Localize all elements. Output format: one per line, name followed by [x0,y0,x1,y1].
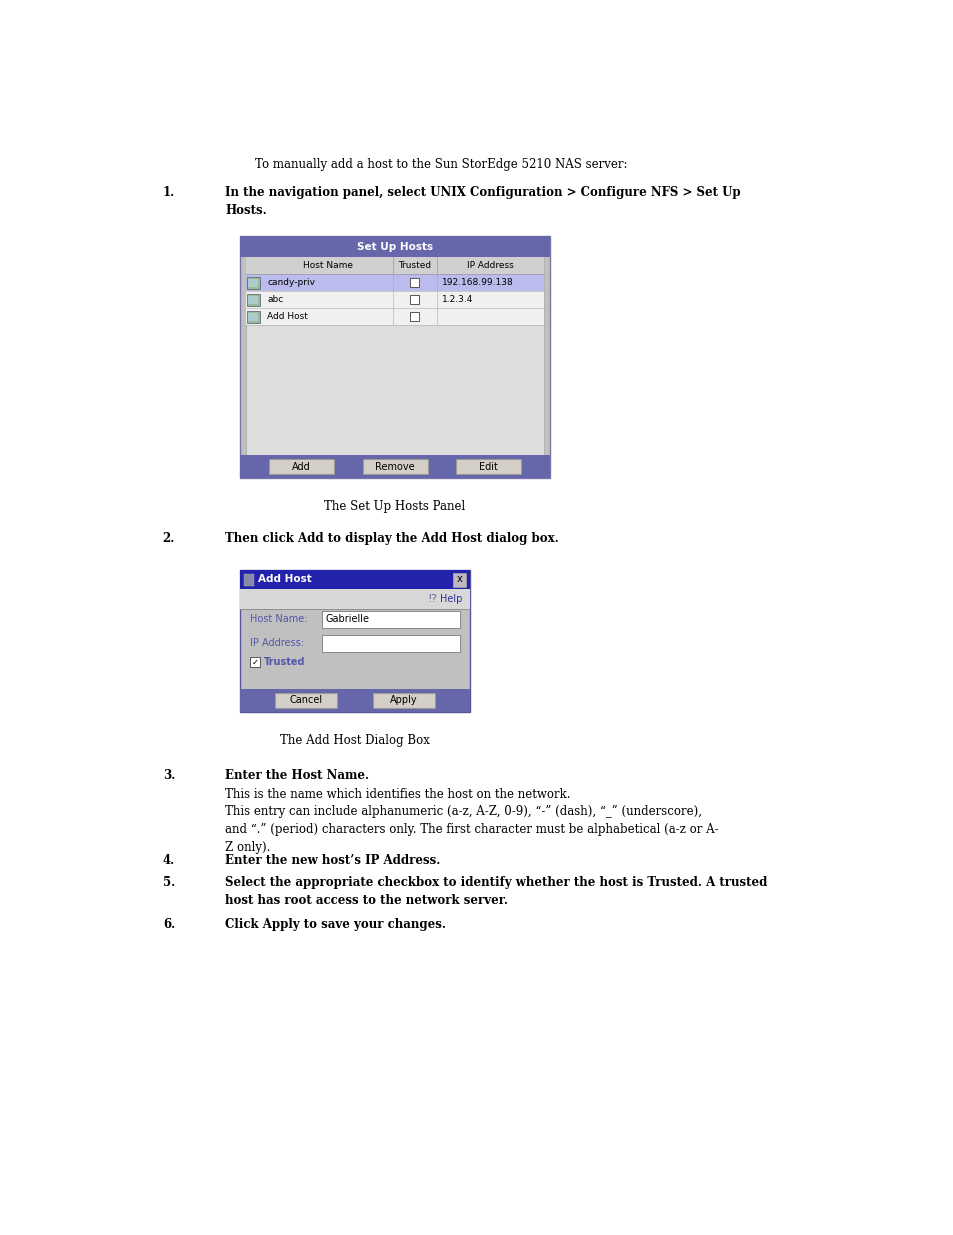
Bar [250,657,260,667]
Bar [246,274,543,291]
Text: The Add Host Dialog Box: The Add Host Dialog Box [280,734,430,747]
Bar [269,459,334,474]
Text: Add: Add [292,462,311,472]
Text: 2.: 2. [162,532,174,545]
Text: ✓: ✓ [252,657,258,667]
Text: Help: Help [439,594,462,604]
Bar [373,693,435,708]
Text: ⁉: ⁉ [428,594,436,604]
Bar [248,312,257,321]
Text: Host Name: Host Name [303,261,353,270]
Text: Then click Add to display the Add Host dialog box.: Then click Add to display the Add Host d… [225,532,558,545]
Text: IP Address:: IP Address: [250,638,304,648]
Bar [410,295,418,304]
Bar [322,610,459,627]
Bar [322,635,459,652]
Text: Edit: Edit [478,462,497,472]
Text: This is the name which identifies the host on the network.
This entry can includ: This is the name which identifies the ho… [225,788,718,853]
Bar [410,312,418,321]
Text: Select the appropriate checkbox to identify whether the host is Trusted. A trust: Select the appropriate checkbox to ident… [225,876,766,906]
Text: 1.: 1. [163,186,174,199]
Bar [247,311,260,324]
Text: 3.: 3. [162,769,174,782]
Bar [362,459,427,474]
Text: 1.2.3.4: 1.2.3.4 [441,295,473,304]
Text: 5.: 5. [163,876,174,889]
Bar [246,308,543,325]
Bar [240,571,470,713]
Text: To manually add a host to the Sun StorEdge 5210 NAS server:: To manually add a host to the Sun StorEd… [254,158,627,170]
Bar [275,693,337,708]
Bar [246,257,543,274]
Bar [410,278,418,287]
Bar [246,291,543,308]
Bar [246,257,543,454]
Text: Gabrielle: Gabrielle [326,614,370,624]
Text: Cancel: Cancel [290,695,322,705]
Text: Apply: Apply [390,695,417,705]
Text: The Set Up Hosts Panel: The Set Up Hosts Panel [324,500,465,513]
Bar [240,236,550,257]
Text: Add Host: Add Host [267,312,308,321]
Text: 192.168.99.138: 192.168.99.138 [441,278,514,287]
Text: candy-priv: candy-priv [267,278,314,287]
Bar [247,294,260,306]
Bar [240,589,470,609]
Bar [453,573,465,587]
Bar [240,236,550,478]
Text: Trusted: Trusted [264,657,305,667]
Text: Add Host: Add Host [257,574,312,584]
Text: Enter the Host Name.: Enter the Host Name. [225,769,369,782]
Text: 6.: 6. [163,918,174,931]
Bar [244,574,253,585]
Text: IP Address: IP Address [467,261,514,270]
Bar [240,689,470,713]
Bar [240,571,470,589]
Text: x: x [456,574,462,584]
Bar [248,279,257,287]
Text: Host Name:: Host Name: [250,614,307,624]
Text: Enter the new host’s IP Address.: Enter the new host’s IP Address. [225,853,440,867]
Bar [247,277,260,289]
Bar [456,459,520,474]
Text: Trusted: Trusted [398,261,431,270]
Text: In the navigation panel, select UNIX Configuration > Configure NFS > Set Up
Host: In the navigation panel, select UNIX Con… [225,186,740,217]
Bar [248,296,257,304]
Text: abc: abc [267,295,283,304]
Text: Click Apply to save your changes.: Click Apply to save your changes. [225,918,446,931]
Text: Set Up Hosts: Set Up Hosts [356,242,433,252]
Text: 4.: 4. [163,853,174,867]
Bar [240,454,550,478]
Text: Remove: Remove [375,462,415,472]
